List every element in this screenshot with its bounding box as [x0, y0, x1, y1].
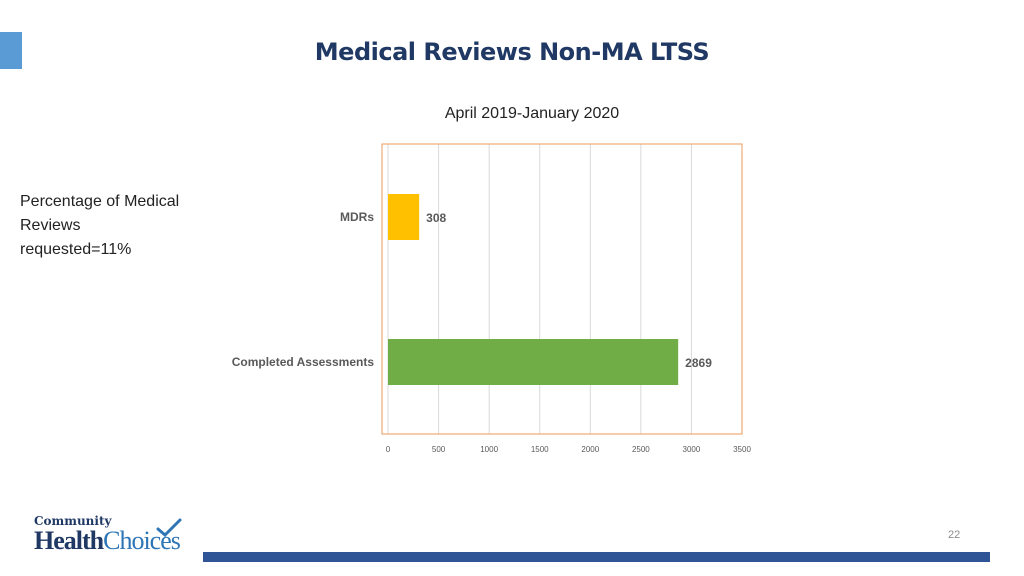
logo-community-text: Community	[34, 514, 112, 528]
page-number: 22	[948, 529, 961, 541]
tick-label: 3500	[733, 445, 751, 454]
plot-border	[381, 143, 743, 435]
bar	[388, 339, 679, 385]
tick-label: 0	[386, 445, 391, 454]
data-label: 2869	[685, 356, 712, 370]
tick-label: 500	[432, 445, 446, 454]
slide-title: Medical Reviews Non-MA LTSS	[314, 38, 710, 66]
tick-label: 2500	[632, 445, 650, 454]
percentage-note: Percentage of Medical Reviews requested=…	[20, 193, 180, 258]
bar	[388, 194, 420, 240]
category-label: MDRs	[340, 210, 374, 224]
tick-label: 1000	[480, 445, 498, 454]
tick-label: 1500	[531, 445, 549, 454]
checkmark-icon	[156, 518, 182, 538]
tick-label: 3000	[683, 445, 701, 454]
category-label: Completed Assessments	[232, 355, 375, 369]
chart-subtitle: April 2019-January 2020	[444, 105, 620, 122]
logo-health-word: Health	[34, 526, 104, 555]
footer-bar	[203, 552, 990, 562]
tick-label: 2000	[581, 445, 599, 454]
data-label: 308	[426, 211, 446, 225]
accent-block	[0, 32, 22, 69]
community-healthchoices-logo: Community HealthChoices	[34, 514, 204, 560]
